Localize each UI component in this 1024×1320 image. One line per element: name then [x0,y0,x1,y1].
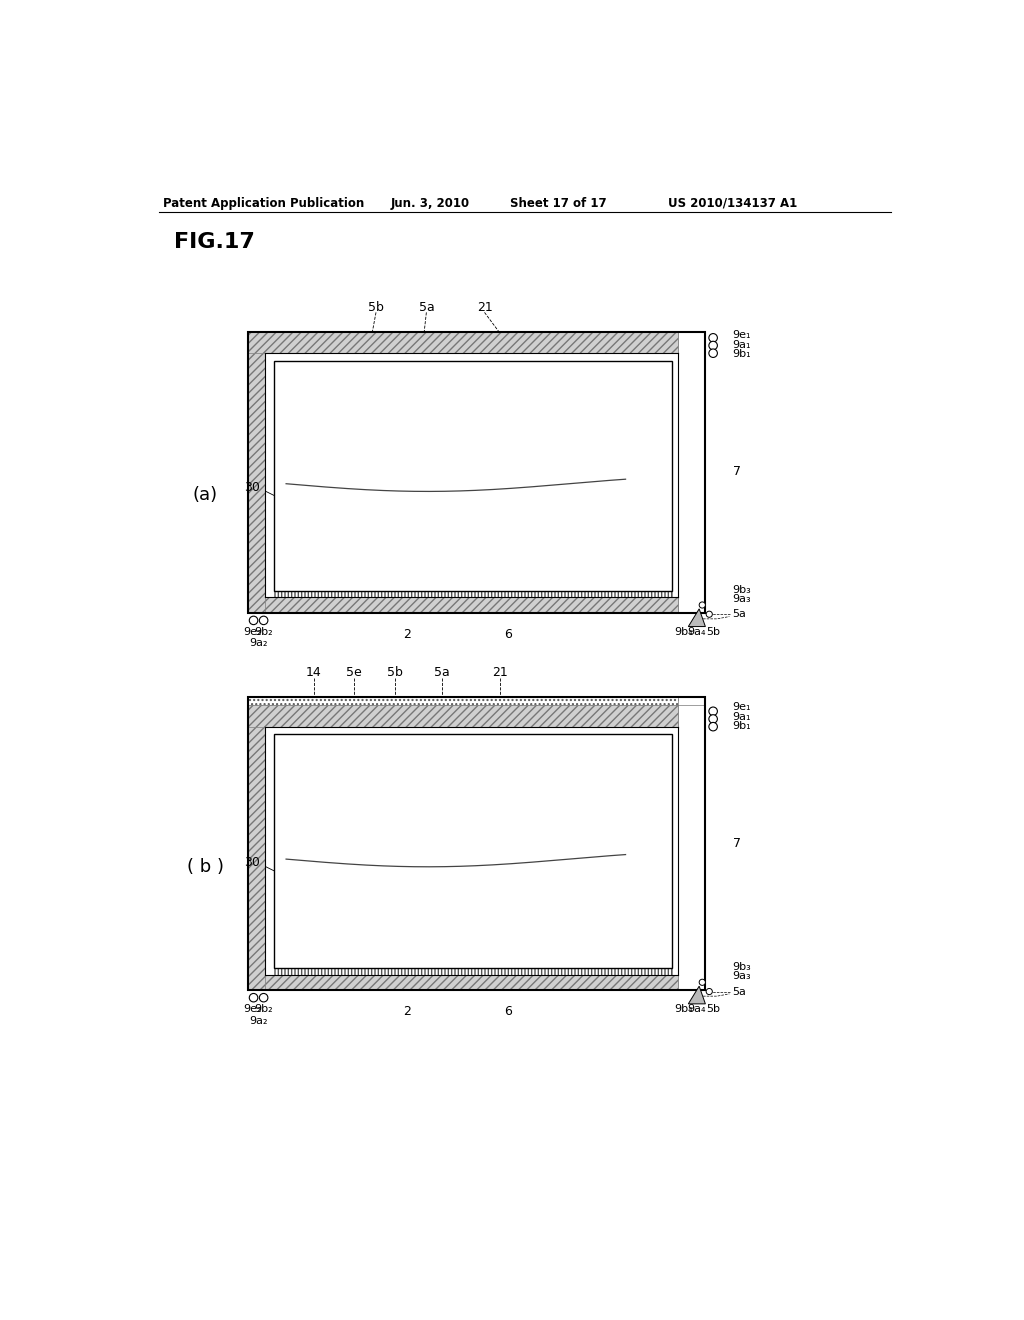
Text: 9a₁: 9a₁ [732,711,751,722]
Text: Sheet 17 of 17: Sheet 17 of 17 [510,197,606,210]
Text: 30: 30 [244,480,260,494]
Text: 9a₃: 9a₃ [732,594,752,603]
Text: 5a: 5a [732,986,746,997]
Circle shape [249,616,258,624]
Text: 5b: 5b [707,627,720,638]
Text: 9e₂: 9e₂ [244,627,262,638]
Circle shape [709,334,718,342]
Bar [248,705,678,726]
Bar [248,726,265,990]
Text: 9b₁: 9b₁ [732,721,752,731]
Text: 21: 21 [476,301,493,314]
Circle shape [709,708,718,715]
Bar [248,697,706,990]
Text: 9a₁: 9a₁ [732,339,751,350]
Text: 14: 14 [306,667,322,680]
Text: 5e: 5e [346,667,362,680]
Circle shape [699,979,706,985]
Text: 9b₄: 9b₄ [675,1005,693,1014]
Bar [248,331,678,354]
Text: 5a: 5a [434,667,450,680]
Bar [678,331,706,612]
Text: 7: 7 [732,837,740,850]
Circle shape [259,616,268,624]
Bar [248,354,265,612]
Bar [274,591,672,597]
Circle shape [709,348,718,358]
Text: 9a₂: 9a₂ [250,639,268,648]
Text: FIG.17: FIG.17 [174,231,255,252]
Bar [248,331,706,612]
Bar [265,974,678,990]
Text: 9e₁: 9e₁ [732,702,751,713]
Circle shape [249,994,258,1002]
Text: 5a: 5a [732,610,746,619]
Bar [274,360,672,591]
Text: 9a₄: 9a₄ [687,1005,706,1014]
Circle shape [709,722,718,731]
Text: 9a₃: 9a₃ [732,972,752,981]
Text: 2: 2 [403,1005,411,1018]
Text: (a): (a) [193,486,218,504]
Circle shape [709,342,718,350]
Text: 7: 7 [732,465,740,478]
Text: 6: 6 [504,628,512,640]
Text: 5b: 5b [387,667,403,680]
Text: 9b₂: 9b₂ [254,1005,273,1014]
Text: 6: 6 [504,1005,512,1018]
Text: 5b: 5b [368,301,384,314]
Text: Jun. 3, 2010: Jun. 3, 2010 [391,197,470,210]
Text: US 2010/134137 A1: US 2010/134137 A1 [668,197,797,210]
Polygon shape [688,609,706,627]
Text: 21: 21 [493,667,508,680]
Text: 9b₂: 9b₂ [254,627,273,638]
Text: 9b₃: 9b₃ [732,585,752,594]
Text: 9e₁: 9e₁ [732,330,751,341]
Text: 9b₄: 9b₄ [675,627,693,638]
Polygon shape [688,986,706,1003]
Text: 9a₄: 9a₄ [687,627,706,638]
Text: ( b ): ( b ) [187,858,224,875]
Circle shape [699,602,706,609]
Bar [265,597,678,612]
Text: 9e₂: 9e₂ [244,1005,262,1014]
Bar [248,697,678,705]
Text: 5a: 5a [419,301,434,314]
Text: 9b₁: 9b₁ [732,348,752,359]
Text: 30: 30 [244,857,260,870]
Text: Patent Application Publication: Patent Application Publication [163,197,365,210]
Bar [274,734,672,969]
Bar [274,969,672,974]
Bar [678,705,706,990]
Circle shape [259,994,268,1002]
Circle shape [707,611,713,618]
Circle shape [709,714,718,723]
Text: 9b₃: 9b₃ [732,962,752,972]
Text: 2: 2 [403,628,411,640]
Text: 9a₂: 9a₂ [250,1016,268,1026]
Text: 5b: 5b [707,1005,720,1014]
Circle shape [707,989,713,995]
